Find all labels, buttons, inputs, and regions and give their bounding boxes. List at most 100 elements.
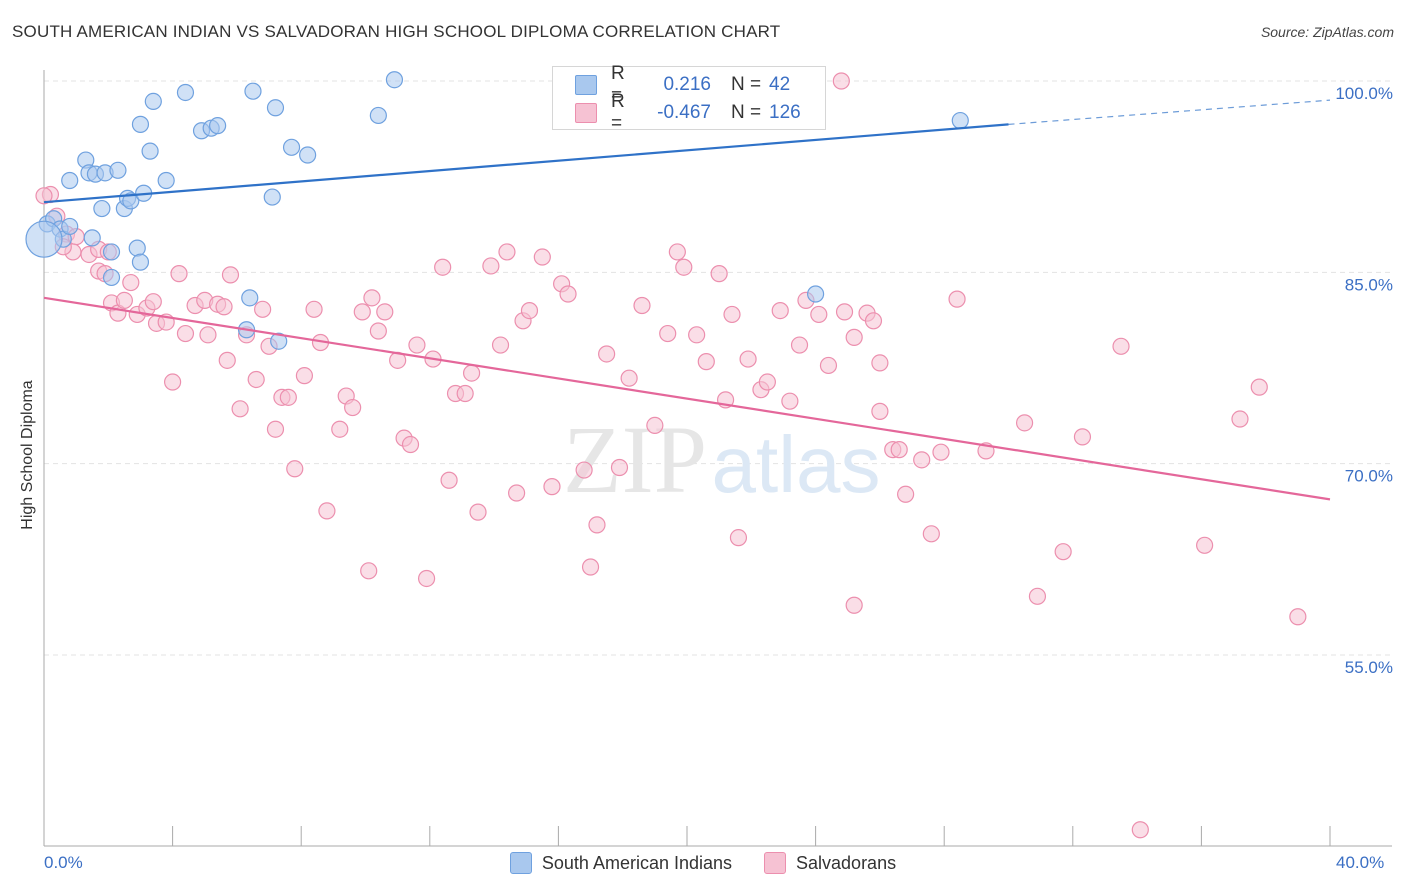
salvadoran-point <box>456 384 474 403</box>
south-american-indian-point <box>209 117 227 135</box>
salvadoran-point <box>417 569 436 588</box>
x-tick-label-min: 0.0% <box>44 853 83 872</box>
salvadoran-point <box>675 258 693 276</box>
salvadoran-point <box>363 289 381 307</box>
salvadoran-point <box>723 305 741 324</box>
salvadoran-point <box>295 367 314 385</box>
south-american-indian-point <box>385 71 404 89</box>
salvadoran-point <box>845 596 863 614</box>
r-label: R = <box>611 63 625 106</box>
salvadoran-point <box>845 328 863 346</box>
salvadoran-point <box>897 485 915 503</box>
salvadoran-point <box>729 529 748 547</box>
salvadoran-point <box>508 484 526 502</box>
salvadoran-point <box>559 285 577 303</box>
salvadoran-point <box>819 356 838 375</box>
salvadoran-point <box>360 562 378 580</box>
salvadoran-point <box>646 416 664 434</box>
salvadoran-point <box>1112 337 1130 355</box>
salvadoran-point <box>620 369 638 387</box>
salvadoran-point <box>581 558 600 576</box>
salvadoran-point <box>864 312 883 330</box>
salvadoran-point <box>491 336 510 354</box>
y-tick-label: 100.0% <box>1335 84 1393 103</box>
stats-legend: R = 0.216 N = 42 R = -0.467 N = 126 <box>552 63 826 134</box>
salvadoran-point <box>170 265 188 283</box>
south-american-indian-point <box>241 289 259 307</box>
south-american-indian-point <box>270 332 288 350</box>
blue-trend-extension <box>1008 99 1331 125</box>
south-american-indian-point <box>806 285 825 303</box>
salvadoran-point <box>344 398 362 417</box>
salvadoran-point <box>668 243 686 261</box>
south-american-indian-point <box>25 220 63 258</box>
salvadoran-point <box>922 525 940 543</box>
salvadoran-point <box>1073 428 1092 446</box>
salvadoran-point <box>305 300 323 318</box>
south-american-indian-point <box>109 161 127 179</box>
salvadoran-point <box>408 336 426 354</box>
blue-trend-line <box>43 123 1009 204</box>
chart-title: SOUTH AMERICAN INDIAN VS SALVADORAN HIGH… <box>12 22 781 41</box>
south-american-indian-point <box>131 115 150 133</box>
salvadoran-point <box>1250 378 1268 396</box>
r-value: 0.216 <box>663 74 711 95</box>
salvadoran-point <box>1231 410 1249 428</box>
legend-swatch-blue <box>509 852 532 874</box>
salvadoran-point <box>948 290 966 308</box>
salvadoran-point <box>533 248 551 266</box>
salvadoran-point <box>144 293 162 311</box>
salvadoran-point <box>771 302 789 320</box>
salvadoran-point <box>266 420 285 438</box>
r-label: R = <box>611 91 625 134</box>
salvadoran-point <box>199 326 217 344</box>
salvadoran-point <box>588 516 606 534</box>
salvadoran-point <box>1289 608 1307 626</box>
salvadoran-point <box>871 402 889 420</box>
salvadoran-point <box>610 458 629 477</box>
south-american-indian-point <box>369 106 387 125</box>
salvadoran-point <box>835 303 854 321</box>
salvadoran-point <box>575 461 593 479</box>
legend-label: South American Indians <box>541 852 733 873</box>
x-tick-label-max: 40.0% <box>1336 853 1385 872</box>
salvadoran-point <box>932 443 950 461</box>
salvadoran-point <box>318 502 336 520</box>
salvadoran-point <box>401 435 420 454</box>
salvadoran-point <box>215 298 233 316</box>
series-legend: South American Indians Salvadorans <box>0 852 1406 874</box>
salvadoran-point <box>598 345 616 363</box>
salvadoran-point <box>890 441 908 459</box>
salvadoran-point <box>739 350 757 368</box>
south-american-indian-point <box>102 243 121 261</box>
south-american-indian-point <box>102 268 121 287</box>
salvadoran-point <box>498 243 516 261</box>
salvadoran-point <box>353 303 371 321</box>
salvadoran-point <box>176 324 195 343</box>
n-label: N = <box>731 74 762 95</box>
legend-item-salvadorans[interactable]: Salvadorans <box>764 852 896 874</box>
salvadoran-point <box>376 303 394 321</box>
salvadoran-point <box>1028 587 1047 605</box>
salvadoran-point <box>871 354 889 372</box>
south-american-indian-point <box>141 142 159 160</box>
legend-item-south-american-indians[interactable]: South American Indians <box>509 852 733 874</box>
pink-swatch <box>575 103 597 123</box>
salvadoran-point <box>254 300 272 318</box>
y-tick-label: 85.0% <box>1345 275 1393 294</box>
salvadoran-point <box>469 503 487 521</box>
salvadoran-point <box>543 478 561 496</box>
blue-swatch <box>575 75 597 95</box>
south-american-indian-point <box>144 92 162 111</box>
south-american-indian-point <box>83 229 101 247</box>
salvadoran-point <box>810 305 828 324</box>
n-value: 126 <box>769 102 801 123</box>
salvadoran-point <box>781 392 799 410</box>
stats-row-blue: R = 0.216 N = 42 <box>575 63 790 106</box>
south-american-indian-point <box>951 111 969 130</box>
south-american-indian-point <box>263 188 281 206</box>
salvadoran-point <box>247 370 265 389</box>
salvadoran-point <box>633 296 651 315</box>
salvadoran-point <box>164 373 182 391</box>
